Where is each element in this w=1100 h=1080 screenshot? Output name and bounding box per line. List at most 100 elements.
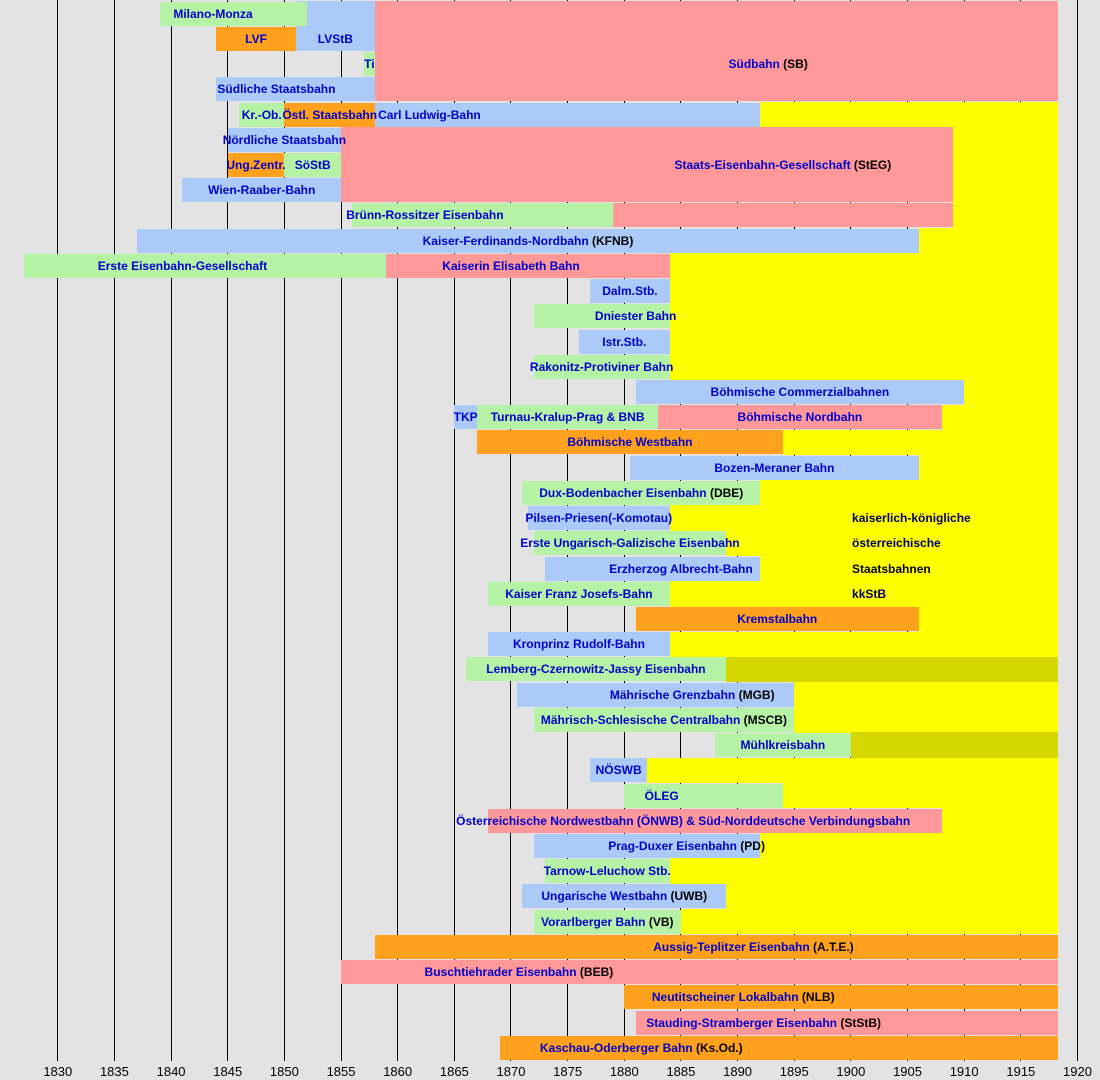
gridline-1870 xyxy=(510,0,512,1061)
axis-tick-label-1890: 1890 xyxy=(723,1064,753,1079)
bar-stauding-stramberger-eisenbahn xyxy=(635,1010,1059,1035)
bar-wien-raaber-bahn xyxy=(182,178,342,203)
gridline-1865 xyxy=(453,0,455,1061)
gridline-1920 xyxy=(1076,0,1078,1061)
bar-rakonitz-protiviner-bahn xyxy=(533,354,670,379)
state-era-row-13 xyxy=(669,303,1059,330)
axis-tick-label-1870: 1870 xyxy=(496,1064,526,1079)
state-era-row-19 xyxy=(918,454,1059,481)
state-era-row-21 xyxy=(669,505,1059,531)
axis-tick-label-1845: 1845 xyxy=(213,1064,243,1079)
state-era-row-31 xyxy=(646,757,1059,784)
bar-kaiser-ferdinands-nordbahn xyxy=(137,228,919,253)
state-era-row-25 xyxy=(918,606,1059,632)
bar-pilsen-priesen-komotau xyxy=(527,506,670,531)
bar-ung-zentr xyxy=(227,153,285,178)
axis-tick-label-1895: 1895 xyxy=(779,1064,809,1079)
annotation-kaiserlich-k-nigliche: kaiserlich-königliche xyxy=(852,511,971,526)
bar-lvf xyxy=(216,26,296,51)
bar-sterreichische-nordwestbahn-nwb-s-d-nord xyxy=(488,808,942,833)
axis-tick-label-1835: 1835 xyxy=(99,1064,129,1079)
state-era-row-36 xyxy=(726,883,1059,910)
bar-kaschau-oderberger-bahn xyxy=(499,1035,1059,1060)
bar-stl-staatsbahn xyxy=(284,102,375,127)
bar-kaiserin-elisabeth-bahn xyxy=(386,253,670,278)
bar-b-hmische-commerzialbahnen xyxy=(635,380,965,404)
bar-n-swb xyxy=(590,758,647,783)
bar-m-hrische-grenzbahn xyxy=(516,682,795,707)
bar-carl-ludwig-bahn xyxy=(375,102,761,127)
bar-kronprinz-rudolf-bahn xyxy=(488,632,670,657)
bar-milano-monza xyxy=(159,1,308,26)
steg-block-lower xyxy=(612,202,953,228)
state-era-row-7 xyxy=(952,152,1059,178)
axis-tick-label-1900: 1900 xyxy=(836,1064,866,1079)
axis-tick-label-1840: 1840 xyxy=(156,1064,186,1079)
state-era-row-12 xyxy=(669,278,1059,304)
bar-istr-stb xyxy=(578,329,670,354)
axis-tick-label-1875: 1875 xyxy=(553,1064,583,1079)
bar-b-hmische-westbahn xyxy=(476,430,783,455)
bar-tarnow-leluchow-stb xyxy=(544,859,670,884)
bar-buschtiehrader-eisenbahn xyxy=(341,960,1059,985)
bar-b-hmische-nordbahn xyxy=(658,405,942,430)
bar-tkp xyxy=(454,405,477,430)
bar-br-nn-rossitzer-eisenbahn xyxy=(352,203,613,228)
bar-ti xyxy=(363,52,376,77)
axis-tick-label-1855: 1855 xyxy=(326,1064,356,1079)
state-era-row-6 xyxy=(952,127,1059,153)
axis-tick-label-1830: 1830 xyxy=(43,1064,73,1079)
axis-tick-label-1860: 1860 xyxy=(383,1064,413,1079)
bar-vorarlberger-bahn xyxy=(533,909,681,934)
gridline-1830 xyxy=(57,0,59,1061)
state-era-row-16 xyxy=(964,379,1059,405)
bar-m-hlkreisbahn xyxy=(714,733,851,758)
gridline-1860 xyxy=(397,0,399,1061)
state-era-row-27 xyxy=(726,656,1059,683)
annotation-kkstb: kkStB xyxy=(852,586,887,601)
bar-neutitscheiner-lokalbahn xyxy=(624,985,1059,1010)
suedbahn-block xyxy=(375,1,1059,102)
state-era-row-17 xyxy=(941,404,1059,431)
bar-aussig-teplitzer-eisenbahn xyxy=(375,934,1059,959)
bar-kaiser-franz-josefs-bahn xyxy=(488,581,670,606)
axis-tick-label-1885: 1885 xyxy=(666,1064,696,1079)
bar-leg xyxy=(624,783,783,808)
gridline-1875 xyxy=(567,0,569,1061)
state-era-row-18 xyxy=(782,429,1059,456)
axis-tick-label-1865: 1865 xyxy=(439,1064,469,1079)
gridline-1840 xyxy=(170,0,172,1061)
steg-block-upper xyxy=(341,127,953,203)
state-era-row-11 xyxy=(669,253,1059,279)
state-era-row-34 xyxy=(760,833,1059,859)
annotation-staatsbahnen: Staatsbahnen xyxy=(852,561,931,576)
bar-m-hrisch-schlesische-centralbahn xyxy=(533,707,795,732)
state-era-row-10 xyxy=(918,227,1059,254)
state-era-row-28 xyxy=(794,681,1059,708)
bar-erste-eisenbahn-gesellschaft xyxy=(23,253,387,278)
state-era-row-30 xyxy=(850,732,1059,758)
bar-turnau-kralup-prag-bnb xyxy=(476,405,659,430)
state-era-row-14 xyxy=(669,328,1059,355)
annotation-sterreichische: österreichische xyxy=(852,536,941,551)
axis-tick-label-1905: 1905 xyxy=(893,1064,922,1079)
state-era-row-24 xyxy=(669,581,1059,607)
bar-lemberg-czernowitz-jassy-eisenbahn xyxy=(465,657,727,682)
gridline-1880 xyxy=(623,0,625,1061)
state-era-row-29 xyxy=(794,707,1059,733)
state-era-row-23 xyxy=(760,555,1059,582)
bar-kremstalbahn xyxy=(635,606,919,631)
bar-erste-ungarisch-galizische-eisenbahn xyxy=(533,531,727,556)
bar-ungarische-westbahn xyxy=(522,884,727,909)
bar-erzherzog-albrecht-bahn xyxy=(544,556,761,581)
axis-tick-label-1920: 1920 xyxy=(1063,1064,1092,1079)
axis-tick-label-1915: 1915 xyxy=(1006,1064,1036,1079)
gridline-1850 xyxy=(283,0,285,1061)
bar-dux-bodenbacher-eisenbahn xyxy=(522,480,761,505)
state-era-row-8 xyxy=(952,177,1059,204)
state-era-row-26 xyxy=(669,631,1059,658)
gridline-1835 xyxy=(113,0,115,1061)
bar-dalm-stb xyxy=(590,279,670,304)
lvstb-block xyxy=(295,1,375,51)
